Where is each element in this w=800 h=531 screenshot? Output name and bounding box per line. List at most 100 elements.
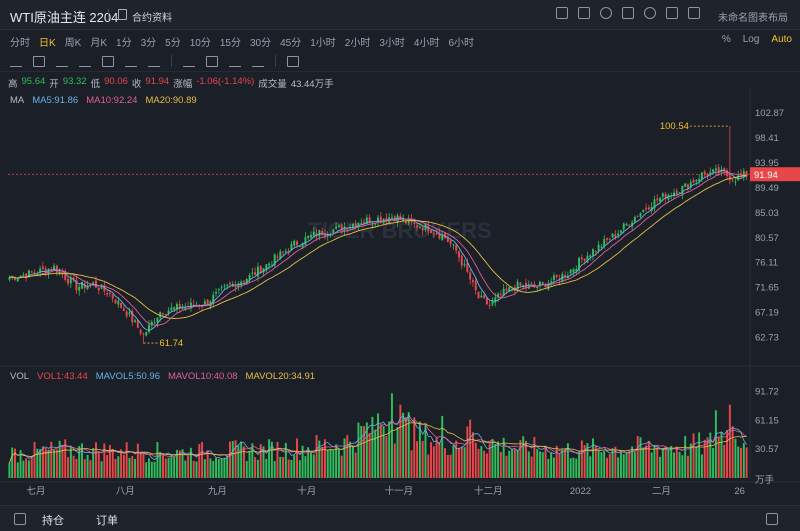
- period-1[interactable]: 日K: [39, 38, 56, 49]
- candle-body: [108, 293, 111, 295]
- period-3[interactable]: 月K: [90, 38, 108, 49]
- max-annotation: 100.54: [660, 121, 689, 132]
- period-7[interactable]: 10分: [189, 38, 211, 49]
- period-12[interactable]: 2小时: [344, 38, 371, 49]
- line-tool-icon[interactable]: [10, 56, 22, 67]
- volume-bar: [723, 444, 726, 478]
- draw-icon[interactable]: [622, 7, 634, 19]
- tab-positions[interactable]: 持仓: [42, 515, 64, 527]
- more-icon[interactable]: [688, 7, 700, 19]
- period-5[interactable]: 3分: [140, 38, 157, 49]
- pencil-icon[interactable]: [183, 56, 195, 67]
- candle-body: [301, 243, 304, 248]
- view-option-2[interactable]: Auto: [771, 34, 792, 45]
- volume-bar: [402, 412, 405, 478]
- volume-bar: [692, 433, 695, 478]
- settings-icon[interactable]: [644, 7, 656, 19]
- candle-body: [310, 234, 312, 238]
- volume-bar: [304, 456, 307, 478]
- text-tool-icon[interactable]: [79, 56, 91, 67]
- expand-icon[interactable]: [766, 513, 778, 525]
- edit-icon[interactable]: [578, 7, 590, 19]
- candle-body: [284, 250, 287, 252]
- candle-body: [148, 324, 150, 332]
- candle-body: [661, 193, 664, 197]
- volume-bar: [78, 445, 81, 478]
- volume-bar: [564, 448, 567, 478]
- period-8[interactable]: 15分: [219, 38, 241, 49]
- panel-icon[interactable]: [14, 513, 26, 525]
- rectangle-tool-icon[interactable]: [33, 55, 45, 67]
- candle-body: [393, 216, 396, 221]
- volume-bar: [321, 446, 324, 478]
- period-11[interactable]: 1小时: [310, 38, 336, 49]
- ma-legend: MA MA5:91.86 MA10:92.24 MA20:90.89: [10, 95, 197, 106]
- volume-legend-name[interactable]: VOL: [10, 371, 30, 382]
- volume-bar: [483, 450, 486, 478]
- period-0[interactable]: 分时: [10, 38, 30, 49]
- candlestick-chart[interactable]: TIGER BROKERS91.94100.5461.74102.8798.41…: [0, 88, 800, 498]
- candle-body: [659, 198, 662, 202]
- tab-orders[interactable]: 订单: [96, 515, 118, 527]
- volume-legend: VOL VOL1:43.44 MAVOL5:50.96 MAVOL10:40.0…: [10, 371, 315, 382]
- candle-body: [499, 294, 502, 296]
- magnet-icon[interactable]: [252, 56, 264, 67]
- period-2[interactable]: 周K: [64, 38, 82, 49]
- grid-icon[interactable]: [666, 7, 678, 19]
- horizontal-line-icon[interactable]: [56, 56, 68, 67]
- document-icon[interactable]: [118, 9, 127, 20]
- volume-bar: [700, 454, 703, 478]
- period-14[interactable]: 4小时: [413, 38, 440, 49]
- period-4[interactable]: 1分: [116, 38, 132, 49]
- candle-body: [184, 306, 187, 310]
- candle-body: [150, 321, 153, 326]
- candle-body: [483, 295, 486, 299]
- fib-tool-icon[interactable]: [102, 55, 114, 67]
- trash-icon[interactable]: [287, 55, 299, 67]
- view-option-0[interactable]: %: [721, 34, 731, 45]
- candle-body: [463, 264, 466, 266]
- period-10[interactable]: 45分: [280, 38, 302, 49]
- volume-bar: [416, 441, 419, 478]
- pointer-icon[interactable]: [125, 56, 137, 67]
- period-6[interactable]: 5分: [165, 38, 181, 49]
- candle-body: [541, 282, 544, 284]
- candle-body: [681, 185, 684, 195]
- candle-body: [446, 236, 449, 243]
- volume-bar: [229, 441, 231, 478]
- period-9[interactable]: 30分: [249, 38, 272, 49]
- candle-body: [600, 246, 603, 248]
- candle-body: [505, 288, 508, 291]
- volume-tick-label: 30.57: [755, 444, 779, 455]
- price-tick-label: 80.57: [755, 233, 779, 244]
- candle-body: [120, 302, 123, 308]
- ruler-icon[interactable]: [148, 56, 160, 67]
- volume-bar: [647, 440, 650, 478]
- volume-bar: [455, 440, 458, 478]
- refresh-icon[interactable]: [600, 7, 612, 19]
- chart-layout-selector[interactable]: 未命名图表布局: [718, 13, 788, 24]
- period-15[interactable]: 6小时: [448, 38, 475, 49]
- candle-body: [173, 307, 176, 310]
- ma20-legend: MA20:90.89: [145, 95, 197, 106]
- candle-body: [480, 295, 483, 298]
- time-tick-label: 26: [734, 486, 745, 497]
- volume-bar: [310, 452, 312, 478]
- volume-bar: [156, 442, 159, 478]
- volume-bar: [566, 443, 569, 478]
- eye-icon[interactable]: [229, 56, 241, 67]
- contract-info-link[interactable]: 合约资料: [132, 13, 172, 24]
- candle-body: [525, 282, 527, 288]
- lock-icon[interactable]: [206, 55, 218, 67]
- ma-legend-name[interactable]: MA: [10, 95, 25, 106]
- view-option-1[interactable]: Log: [742, 34, 760, 45]
- volume-bar: [326, 450, 329, 478]
- screen-icon[interactable]: [556, 7, 568, 19]
- period-13[interactable]: 3小时: [379, 38, 405, 49]
- volume-bar: [673, 452, 675, 478]
- candle-body: [47, 268, 50, 275]
- candle-body: [712, 169, 715, 172]
- candle-body: [745, 171, 748, 177]
- volume-bar: [636, 435, 639, 478]
- drawing-toolbar: [0, 50, 800, 72]
